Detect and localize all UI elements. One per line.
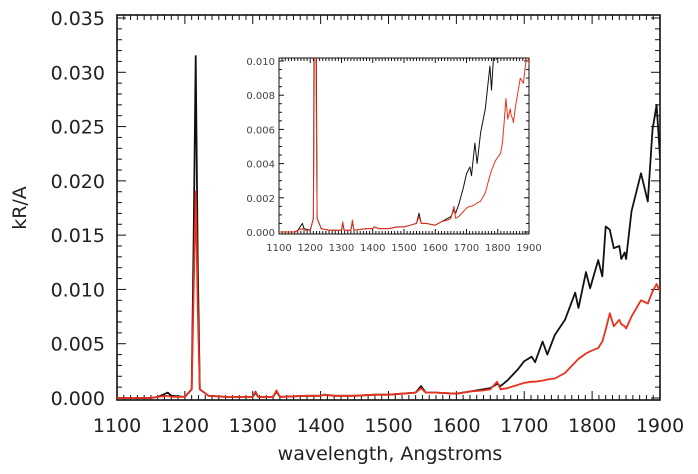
main-y-tick-label: 0.015 [51, 225, 105, 247]
y-axis-label: kR/A [9, 186, 31, 230]
inset-series-line-red [279, 58, 529, 233]
main-x-tick-label: 1400 [296, 415, 344, 437]
main-x-tick-label: 1900 [636, 415, 684, 437]
main-x-tick-label: 1500 [364, 415, 412, 437]
inset-x-tick-label: 1400 [360, 243, 385, 254]
main-x-tick-label: 1200 [161, 415, 209, 437]
inset-x-tick-label: 1700 [454, 243, 479, 254]
inset-x-tick-label: 1100 [266, 243, 291, 254]
inset-plot: 1100 1200 1300 1400 1500 1600 1700 1800 1900 0.00… [246, 57, 541, 254]
inset-y-tick-label: 0.002 [246, 194, 275, 205]
main-y-tick-label: 0.020 [51, 171, 105, 193]
main-y-tick-label: 0.010 [51, 279, 105, 301]
main-x-tick-label: 1800 [568, 415, 616, 437]
main-x-tick-label: 1100 [93, 415, 141, 437]
inset-y-tick-label: 0.006 [246, 125, 275, 136]
inset-x-tick-label: 1500 [391, 243, 416, 254]
inset-y-tick-label: 0.008 [246, 91, 275, 102]
main-x-tick-label: 1600 [432, 415, 480, 437]
main-y-tick-label: 0.035 [51, 8, 105, 30]
main-x-tick-label: 1300 [229, 415, 277, 437]
x-axis-label: wavelength, Angstroms [278, 443, 503, 465]
main-y-tick-label: 0.025 [51, 117, 105, 139]
main-y-tick-label: 0.030 [51, 62, 105, 84]
inset-y-tick-label: 0.010 [246, 57, 275, 68]
inset-x-tick-label: 1800 [485, 243, 510, 254]
inset-x-tick-label: 1900 [516, 243, 541, 254]
inset-y-tick-label: 0.004 [246, 160, 275, 171]
main-series-line-red [117, 190, 660, 399]
inset-y-tick-label: 0.000 [246, 228, 275, 239]
inset-x-tick-label: 1600 [423, 243, 448, 254]
main-x-tick-label: 1700 [500, 415, 548, 437]
inset-x-tick-label: 1200 [298, 243, 323, 254]
inset-x-tick-label: 1300 [329, 243, 354, 254]
main-y-tick-label: 0.005 [51, 334, 105, 356]
main-y-tick-label: 0.000 [51, 388, 105, 410]
